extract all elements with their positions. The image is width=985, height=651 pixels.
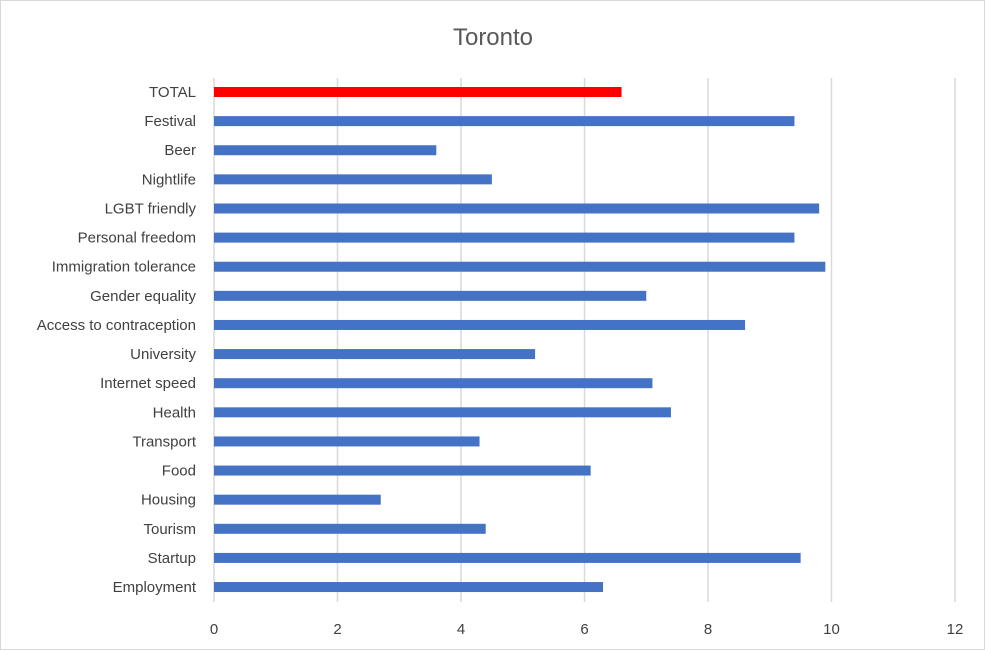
category-label: Internet speed	[100, 375, 196, 392]
category-label: Nightlife	[142, 171, 196, 188]
x-tick-label: 10	[823, 621, 840, 638]
bar-housing	[214, 494, 381, 505]
category-label: Employment	[113, 579, 197, 596]
category-label: Personal freedom	[78, 230, 196, 247]
x-tick-label: 4	[457, 621, 465, 638]
x-tick-label: 0	[210, 621, 218, 638]
x-tick-label: 8	[704, 621, 712, 638]
category-label: Access to contraception	[37, 317, 196, 334]
x-tick-label: 6	[580, 621, 588, 638]
category-label: Immigration tolerance	[52, 259, 196, 276]
category-label: Startup	[148, 550, 196, 567]
category-label: University	[130, 346, 196, 363]
bar-health	[214, 407, 671, 418]
category-label: LGBT friendly	[105, 200, 197, 217]
bar-nightlife	[214, 174, 492, 185]
category-label: Gender equality	[90, 288, 196, 305]
bar-tourism	[214, 523, 486, 534]
bar-transport	[214, 436, 480, 447]
bar-gender-equality	[214, 290, 647, 301]
x-axis-tick-labels: 0 2 4 6 8 10 12	[210, 621, 964, 638]
category-label: TOTAL	[149, 84, 196, 101]
bars	[214, 87, 826, 593]
bar-startup	[214, 552, 801, 563]
bar-total	[214, 87, 622, 97]
category-label: Festival	[144, 113, 196, 130]
bar-employment	[214, 582, 604, 593]
bar-access-to-contraception	[214, 319, 746, 330]
bar-beer	[214, 145, 437, 156]
bar-internet-speed	[214, 378, 653, 389]
category-label: Housing	[141, 492, 196, 509]
category-label: Transport	[132, 433, 196, 450]
bar-personal-freedom	[214, 232, 795, 243]
x-tick-label: 2	[333, 621, 341, 638]
x-tick-label: 12	[947, 621, 964, 638]
category-label: Tourism	[143, 521, 196, 538]
bar-university	[214, 349, 536, 360]
category-labels: TOTAL Festival Beer Nightlife LGBT friendly P…	[37, 84, 197, 596]
bar-immigration-tolerance	[214, 261, 826, 272]
chart-title: Toronto	[453, 24, 533, 51]
category-label: Beer	[164, 142, 196, 159]
category-label: Food	[162, 463, 196, 480]
bar-festival	[214, 116, 795, 127]
bar-lgbt-friendly	[214, 203, 820, 214]
bar-food	[214, 465, 591, 476]
gridlines	[213, 78, 956, 602]
category-label: Health	[153, 404, 196, 421]
